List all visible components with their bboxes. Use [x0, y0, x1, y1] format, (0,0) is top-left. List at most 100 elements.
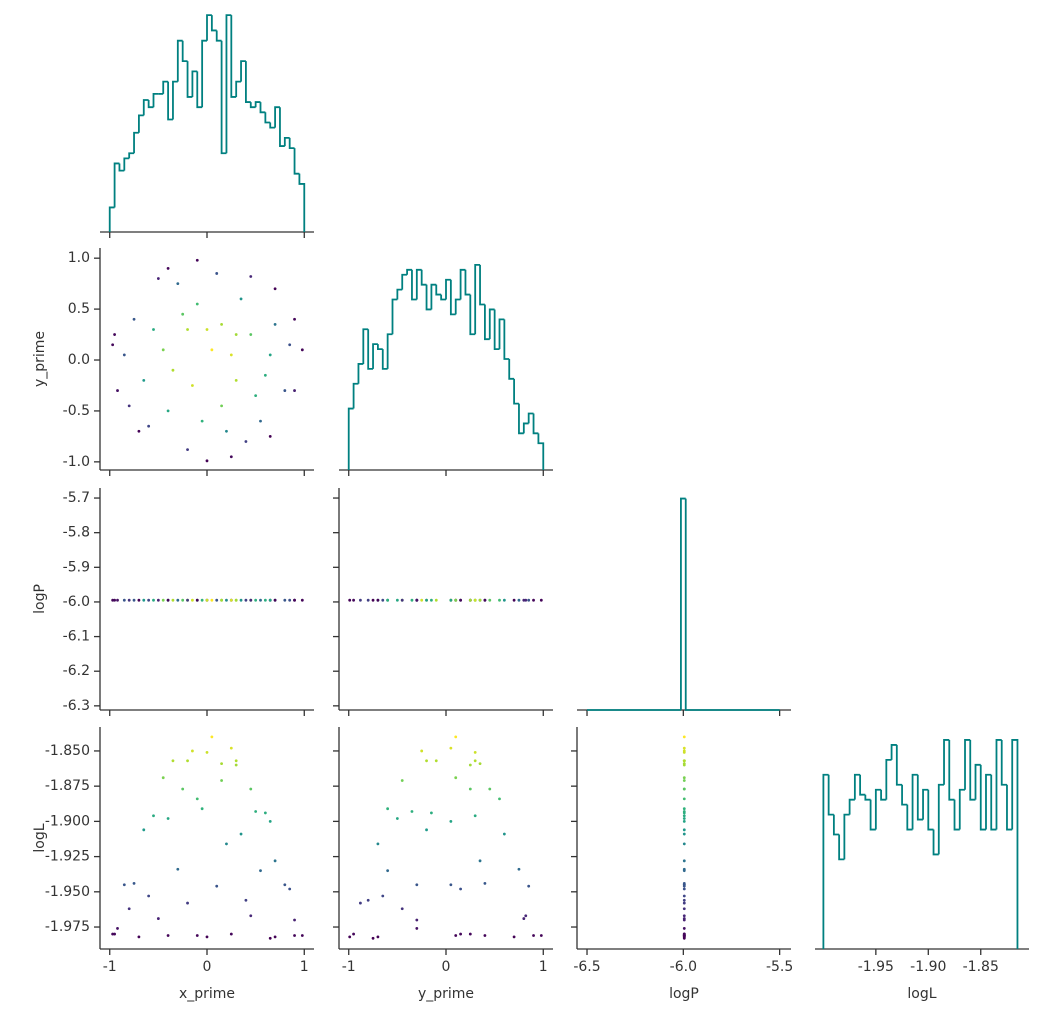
scatter-point [195, 302, 199, 306]
scatter-point [682, 832, 686, 836]
scatter-point [200, 419, 204, 423]
x-tick-label: -1.85 [963, 959, 999, 975]
scatter-point [205, 935, 209, 939]
histogram-step [874, 788, 882, 830]
scatter-point [454, 735, 458, 739]
scatter-point [288, 887, 292, 891]
scatter-point [176, 598, 180, 602]
scatter-point [111, 932, 115, 936]
scatter-point [171, 598, 175, 602]
histogram-step [880, 789, 887, 801]
scatter-point [200, 807, 204, 811]
scatter-point [288, 598, 292, 602]
scatter-point [249, 333, 253, 336]
x-tick-label: -5.5 [766, 959, 793, 975]
scatter-point [166, 817, 170, 820]
scatter-point [249, 275, 253, 278]
scatter-point [220, 404, 223, 408]
scatter-point [524, 914, 528, 918]
histogram-step [498, 318, 505, 350]
histogram-step [298, 173, 306, 232]
scatter-point [137, 935, 141, 939]
scatter-point [186, 901, 189, 905]
scatter-point [395, 598, 399, 602]
scatter-point [273, 859, 277, 863]
histogram-step [985, 773, 992, 830]
scatter-point [682, 817, 686, 820]
scatter-point [502, 832, 506, 836]
scatter-point [142, 828, 146, 832]
scatter-point [239, 832, 243, 836]
scatter-point [215, 598, 219, 602]
y-tick-label: -1.875 [45, 778, 90, 794]
scatter-point [181, 787, 185, 791]
scatter-point [473, 814, 477, 818]
y-tick-label: -1.950 [45, 884, 90, 900]
histogram-step [832, 814, 840, 836]
scatter-point [400, 907, 404, 911]
scatter-point [263, 373, 267, 377]
scatter-point [293, 389, 296, 392]
scatter-point [468, 763, 472, 767]
scatter-point [682, 918, 686, 922]
scatter-point [483, 934, 487, 937]
y-tick-label: -6.1 [63, 629, 90, 645]
scatter-point [132, 317, 136, 321]
scatter-point [152, 328, 155, 331]
scatter-point [459, 887, 462, 891]
scatter-point [111, 598, 115, 602]
scatter-point [300, 348, 304, 352]
x-tick-label: 1 [539, 959, 548, 975]
scatter-point [527, 884, 531, 888]
scatter-point [113, 333, 116, 336]
histogram-step [362, 328, 369, 364]
histogram-step [522, 422, 529, 434]
scatter-point [682, 776, 686, 780]
scatter-point [210, 598, 214, 602]
scatter-point [371, 936, 375, 940]
histogram-step [347, 407, 354, 470]
histogram-step [853, 773, 861, 800]
y-tick-label: 1.0 [68, 250, 90, 266]
scatter-point [116, 598, 119, 602]
scatter-point [268, 434, 272, 438]
scatter-point [116, 389, 119, 392]
histogram-step [235, 80, 242, 97]
scatter-point [682, 901, 686, 905]
histogram-step [372, 343, 378, 369]
histogram-step [411, 269, 417, 301]
histogram-step [210, 15, 217, 32]
y-tick-label: -0.5 [63, 403, 90, 419]
histogram-step [488, 308, 495, 340]
scatter-point [263, 598, 267, 602]
histogram-step [230, 15, 237, 98]
scatter-point [225, 842, 228, 846]
scatter-point [420, 749, 424, 753]
scatter-point [268, 936, 272, 940]
scatter-point [352, 598, 355, 602]
scatter-point [454, 776, 458, 780]
scatter-point [359, 901, 362, 905]
scatter-point [400, 598, 404, 602]
scatter-point [152, 598, 155, 602]
scatter-point [459, 598, 462, 602]
scatter-point [113, 932, 116, 936]
histogram-step [518, 403, 524, 435]
histogram-step [680, 497, 686, 710]
scatter-point [381, 598, 385, 602]
histogram-step [449, 279, 456, 316]
histogram-step [838, 834, 845, 861]
x-tick-label: 0 [442, 959, 451, 975]
histogram-step [454, 298, 461, 315]
histogram-step [128, 152, 135, 159]
histogram-step [911, 773, 918, 830]
x-tick-label: 1 [300, 959, 309, 975]
y-tick-label: -5.7 [63, 490, 90, 506]
scatter-point [488, 598, 492, 602]
scatter-point [122, 353, 126, 357]
scatter-point [449, 598, 453, 602]
scatter-point [220, 598, 223, 602]
scatter-point [682, 859, 686, 863]
scatter-point [682, 787, 686, 791]
scatter-point [682, 746, 686, 750]
